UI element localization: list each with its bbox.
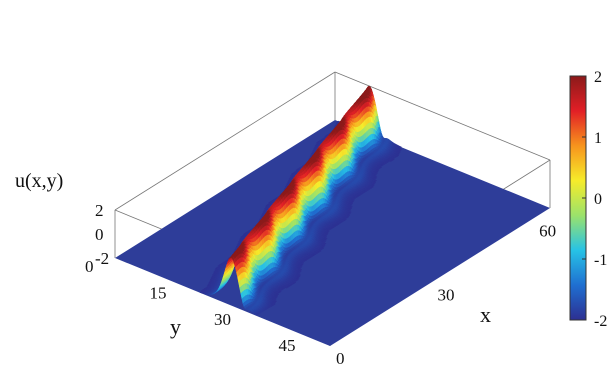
floor-top	[115, 120, 550, 346]
box-edge	[334, 71, 551, 161]
surface-floor	[115, 120, 550, 346]
wave-surface	[199, 85, 403, 316]
box-edge	[114, 71, 336, 211]
